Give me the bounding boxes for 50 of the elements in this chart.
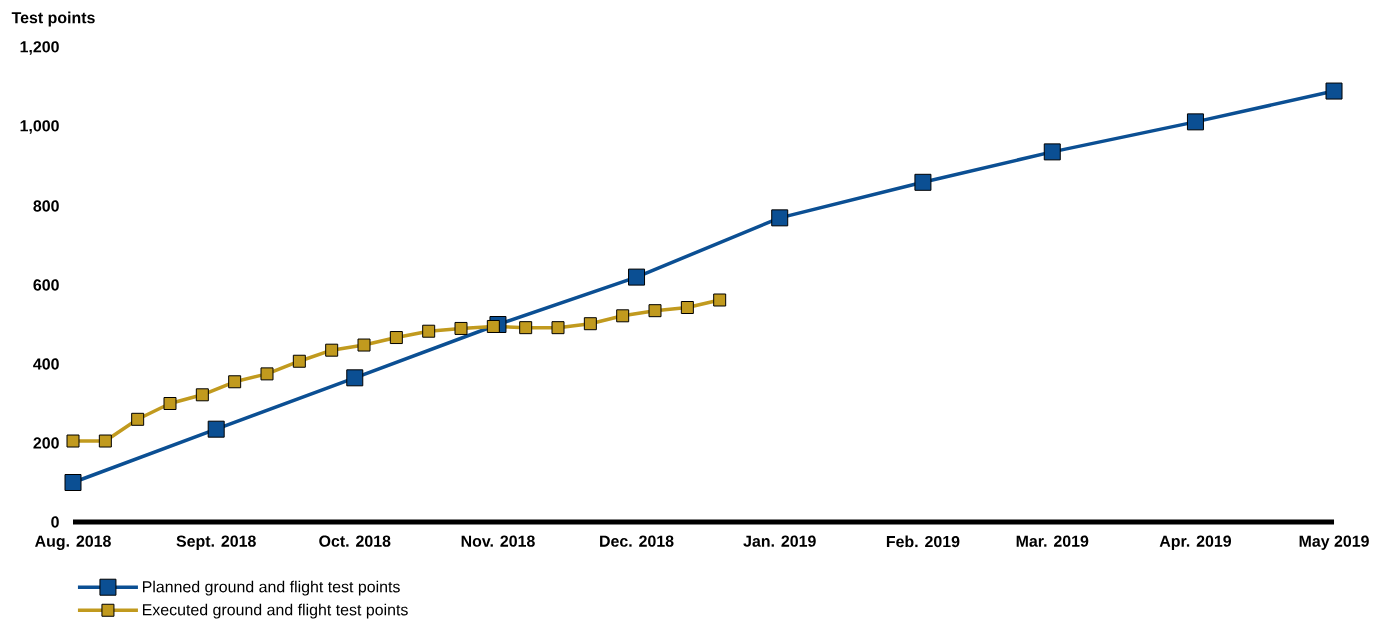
y-tick-label: 400	[33, 358, 59, 370]
legend-label: Planned ground and flight test points	[142, 580, 400, 596]
point	[163, 397, 177, 410]
point	[914, 173, 932, 191]
y-tick-label: 1,200	[20, 41, 59, 55]
y-axis-title: Test points	[11, 11, 95, 27]
point	[551, 321, 565, 335]
point	[228, 375, 242, 389]
y-tick-label: 0	[51, 516, 59, 528]
x-tick-label: Mar. 2019	[1016, 535, 1089, 547]
point	[346, 369, 364, 387]
point	[422, 324, 436, 338]
legend-label: Executed ground and flight test points	[142, 603, 408, 619]
point	[195, 388, 209, 402]
point	[1043, 143, 1061, 161]
point	[292, 354, 306, 368]
x-tick-label: Feb. 2019	[886, 535, 960, 548]
y-tick-label: 600	[33, 279, 59, 291]
x-tick-label: Dec. 2018	[600, 535, 674, 547]
x-tick-label: Oct. 2018	[319, 535, 391, 547]
point	[771, 209, 789, 227]
point	[648, 304, 662, 318]
point	[98, 434, 112, 448]
point	[680, 301, 694, 315]
point	[66, 434, 80, 448]
point	[713, 293, 727, 307]
y-tick-label: 1,000	[20, 120, 59, 134]
point	[628, 268, 646, 286]
point	[1186, 113, 1204, 131]
x-tick-label: Jan. 2019	[743, 535, 816, 547]
y-tick-label: 200	[33, 437, 59, 449]
point	[357, 338, 371, 352]
point	[454, 321, 468, 335]
point	[1325, 82, 1343, 100]
x-tick-label: Nov. 2018	[461, 535, 535, 547]
x-tick-label: Aug. 2018	[35, 535, 111, 551]
point	[207, 420, 225, 438]
point	[325, 343, 339, 357]
point	[486, 319, 500, 333]
y-tick-label: 800	[33, 200, 59, 212]
x-tick-label: May 2019	[1299, 535, 1369, 550]
x-tick-label: Sept. 2018	[176, 535, 256, 550]
point	[64, 474, 82, 491]
x-tick-label: Apr. 2019	[1159, 535, 1232, 550]
point	[260, 367, 274, 381]
point	[583, 317, 597, 331]
point	[519, 321, 533, 335]
point	[389, 331, 403, 345]
point	[131, 412, 145, 426]
point	[616, 309, 630, 323]
